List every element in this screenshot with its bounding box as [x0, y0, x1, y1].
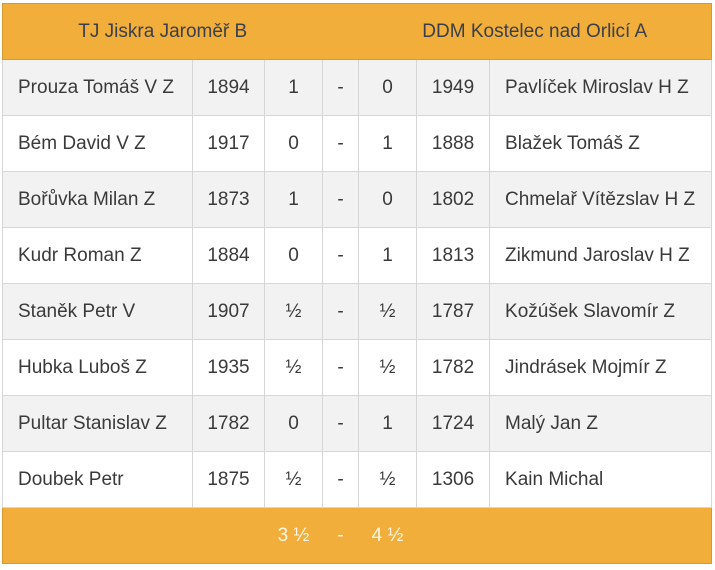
table-header: TJ Jiskra Jaroměř B DDM Kostelec nad Orl… [1, 3, 713, 60]
home-team-name: TJ Jiskra Jaroměř B [1, 3, 323, 60]
home-player: Bořůvka Milan Z [2, 171, 193, 228]
home-score: 0 [263, 395, 324, 452]
footer-spacer-left [2, 507, 265, 564]
away-rating: 1724 [416, 395, 491, 452]
table-body: Prouza Tomáš V Z 1894 1 - 0 1949 Pavlíče… [2, 59, 713, 508]
away-score: ½ [358, 283, 418, 340]
away-rating: 1802 [416, 171, 491, 228]
home-rating: 1884 [192, 227, 265, 284]
score-separator: - [322, 283, 360, 340]
away-rating: 1888 [416, 115, 491, 172]
table-row: Bořůvka Milan Z 1873 1 - 0 1802 Chmelař … [2, 171, 713, 228]
table-row: Pultar Stanislav Z 1782 0 - 1 1724 Malý … [2, 395, 713, 452]
table-footer: 3 ½ - 4 ½ [2, 507, 713, 564]
home-rating: 1917 [192, 115, 265, 172]
away-team-name: DDM Kostelec nad Orlicí A [358, 3, 713, 60]
away-score: 0 [358, 171, 418, 228]
away-score: ½ [358, 339, 418, 396]
away-rating: 1782 [416, 339, 491, 396]
away-score: ½ [358, 451, 418, 508]
away-player: Kožúšek Slavomír Z [489, 283, 713, 340]
home-player: Pultar Stanislav Z [2, 395, 193, 452]
home-rating: 1894 [192, 59, 265, 116]
home-player: Hubka Luboš Z [2, 339, 193, 396]
away-player: Pavlíček Miroslav H Z [489, 59, 713, 116]
away-score: 1 [358, 227, 418, 284]
total-row: 3 ½ - 4 ½ [2, 507, 713, 564]
home-player: Doubek Petr [2, 451, 193, 508]
match-results-card: TJ Jiskra Jaroměř B DDM Kostelec nad Orl… [1, 3, 713, 564]
home-player: Kudr Roman Z [2, 227, 193, 284]
away-player: Blažek Tomáš Z [489, 115, 713, 172]
score-separator: - [322, 115, 360, 172]
score-separator: - [322, 339, 360, 396]
away-player: Kain Michal [489, 451, 713, 508]
home-score: ½ [263, 283, 324, 340]
away-score: 1 [358, 115, 418, 172]
away-rating: 1306 [416, 451, 491, 508]
away-score: 0 [358, 59, 418, 116]
home-rating: 1873 [192, 171, 265, 228]
away-score: 1 [358, 395, 418, 452]
table-row: Doubek Petr 1875 ½ - ½ 1306 Kain Michal [2, 451, 713, 508]
footer-spacer-right [416, 507, 713, 564]
table-row: Hubka Luboš Z 1935 ½ - ½ 1782 Jindrásek … [2, 339, 713, 396]
home-player: Staněk Petr V [2, 283, 193, 340]
table-row: Staněk Petr V 1907 ½ - ½ 1787 Kožúšek Sl… [2, 283, 713, 340]
score-separator: - [322, 227, 360, 284]
table-row: Bém David V Z 1917 0 - 1 1888 Blažek Tom… [2, 115, 713, 172]
home-rating: 1782 [192, 395, 265, 452]
header-spacer [322, 3, 359, 60]
score-separator: - [322, 451, 360, 508]
home-score: 0 [263, 227, 324, 284]
score-separator: - [322, 171, 360, 228]
home-score: ½ [263, 451, 324, 508]
home-total: 3 ½ [264, 507, 323, 564]
home-score: 1 [263, 171, 324, 228]
score-separator: - [322, 59, 360, 116]
away-player: Jindrásek Mojmír Z [489, 339, 713, 396]
match-results-table: TJ Jiskra Jaroměř B DDM Kostelec nad Orl… [1, 3, 713, 564]
home-score: ½ [263, 339, 324, 396]
home-player: Prouza Tomáš V Z [2, 59, 193, 116]
away-rating: 1813 [416, 227, 491, 284]
away-rating: 1787 [416, 283, 491, 340]
away-player: Malý Jan Z [489, 395, 713, 452]
home-rating: 1875 [192, 451, 265, 508]
away-player: Zikmund Jaroslav H Z [489, 227, 713, 284]
home-rating: 1935 [192, 339, 265, 396]
home-score: 0 [263, 115, 324, 172]
table-row: Prouza Tomáš V Z 1894 1 - 0 1949 Pavlíče… [2, 59, 713, 116]
away-player: Chmelař Vítězslav H Z [489, 171, 713, 228]
home-rating: 1907 [192, 283, 265, 340]
away-total: 4 ½ [358, 507, 417, 564]
home-score: 1 [263, 59, 324, 116]
home-player: Bém David V Z [2, 115, 193, 172]
away-rating: 1949 [416, 59, 491, 116]
header-row: TJ Jiskra Jaroměř B DDM Kostelec nad Orl… [1, 3, 713, 60]
total-separator: - [322, 507, 359, 564]
table-row: Kudr Roman Z 1884 0 - 1 1813 Zikmund Jar… [2, 227, 713, 284]
score-separator: - [322, 395, 360, 452]
